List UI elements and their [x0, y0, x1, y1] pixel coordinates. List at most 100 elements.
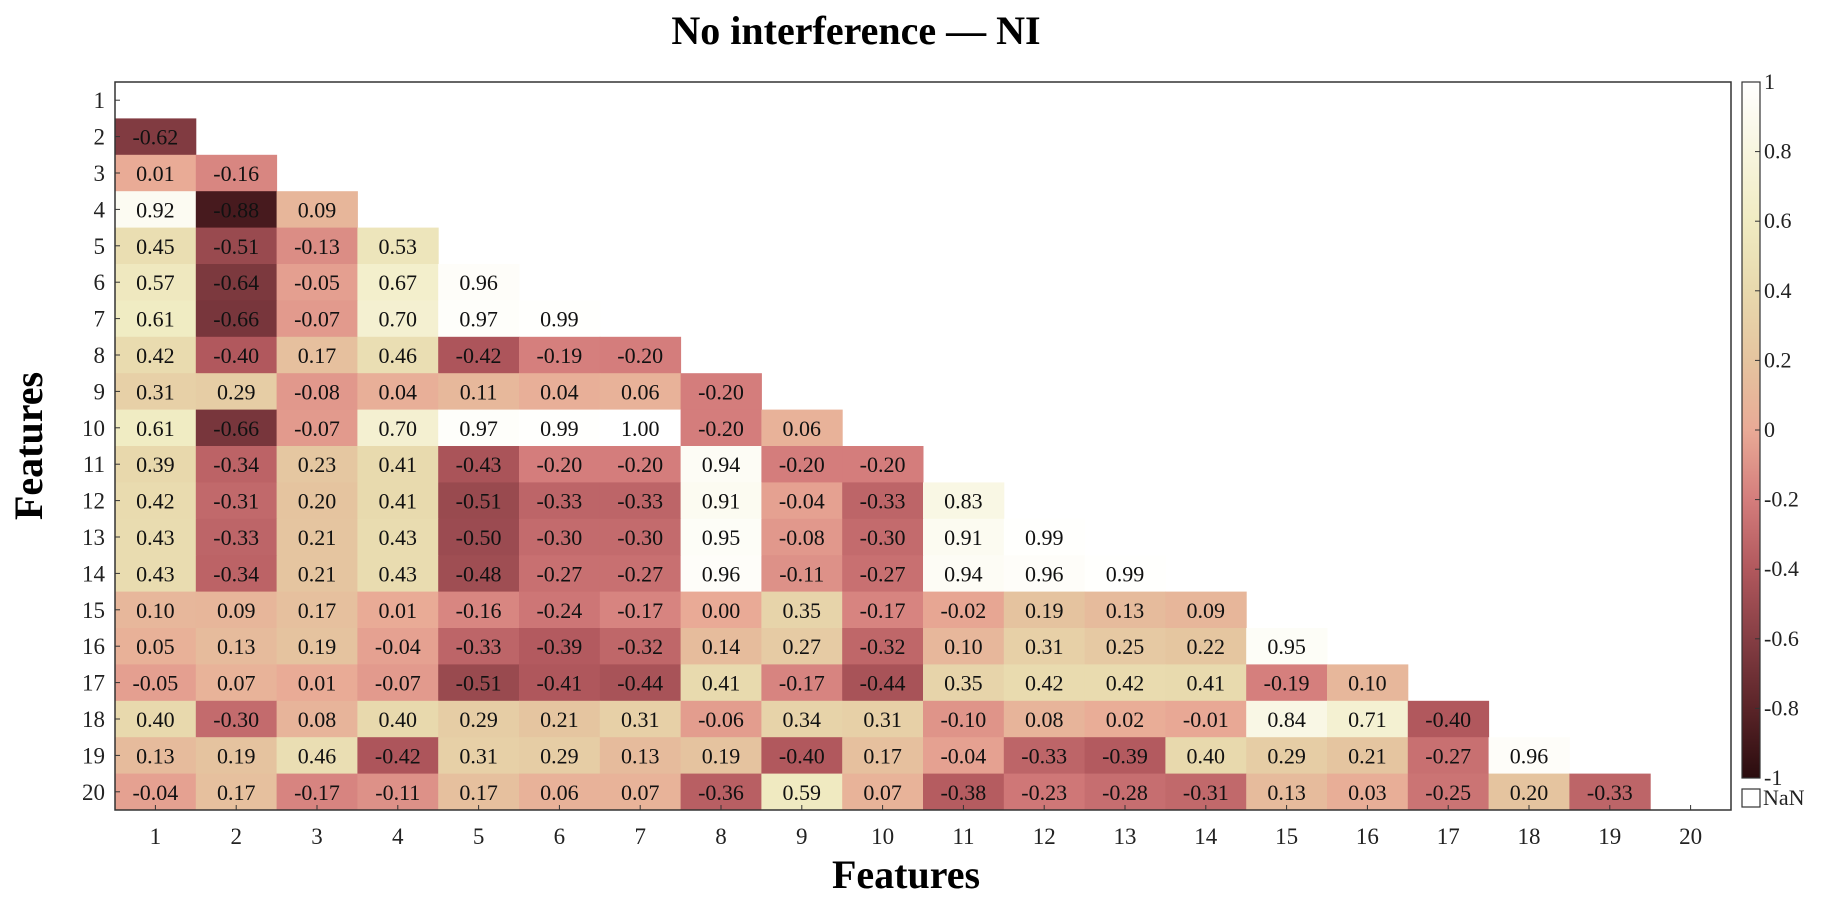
heatmap-cell-r13-c8: [680, 518, 762, 556]
heatmap-cell-r16-c5: [438, 628, 520, 665]
heatmap-cell-r7-c3: [276, 300, 358, 338]
heatmap-value-r20-c19: -0.33: [1587, 780, 1633, 805]
heatmap-value-r20-c18: 0.20: [1510, 780, 1549, 805]
heatmap-cell-r16-c8: [680, 628, 762, 665]
heatmap-cell-r20-c7: [599, 773, 682, 811]
heatmap-cell-r6-c4: [357, 264, 439, 301]
colorbar-ticks: 1 0.8 0.6 0.4 0.2 0 -0.2 -0.4 -0.6 -0.8 -1: [1755, 69, 1799, 790]
heatmap-value-r4-c1: 0.92: [136, 197, 175, 222]
heatmap-value-r11-c9: -0.20: [779, 452, 825, 477]
colorbar-tick-label: -0.4: [1764, 556, 1799, 581]
heatmap-cell-r19-c5: [438, 737, 520, 775]
heatmap-value-r15-c3: 0.17: [298, 598, 337, 623]
heatmap-cell-r20-c11: [923, 773, 1005, 811]
heatmap-value-r13-c6: -0.30: [536, 525, 582, 550]
y-tick-label: 2: [94, 125, 106, 150]
y-tick-label: 6: [94, 270, 106, 295]
heatmap-value-r18-c3: 0.08: [298, 707, 337, 732]
heatmap-value-r9-c7: 0.06: [621, 379, 660, 404]
heatmap-cell-r15-c7: [599, 591, 682, 629]
heatmap-cell-r19-c16: [1327, 737, 1409, 775]
heatmap-cell-r18-c5: [438, 700, 520, 738]
heatmap-value-r11-c1: 0.39: [136, 452, 175, 477]
heatmap-value-r20-c8: -0.36: [698, 780, 744, 805]
heatmap-value-r16-c3: 0.19: [298, 634, 337, 659]
heatmap-value-r15-c11: -0.02: [940, 598, 986, 623]
heatmap-cell-r17-c7: [599, 664, 682, 702]
heatmap-cell-r18-c3: [276, 700, 358, 738]
colorbar-tick-label: -1: [1764, 765, 1782, 790]
heatmap-value-r10-c1: 0.61: [136, 416, 175, 441]
heatmap-value-r12-c2: -0.31: [213, 489, 259, 514]
x-tick-label: 19: [1598, 824, 1621, 849]
heatmap-value-r19-c2: 0.19: [217, 743, 256, 768]
heatmap-value-r9-c4: 0.04: [379, 379, 418, 404]
heatmap-value-r13-c2: -0.33: [213, 525, 259, 550]
heatmap-value-r20-c17: -0.25: [1425, 780, 1471, 805]
heatmap-cell-r11-c8: [680, 446, 762, 483]
heatmap-value-r16-c1: 0.05: [136, 634, 175, 659]
heatmap-cell-r15-c14: [1165, 591, 1247, 629]
heatmap-cell-r15-c8: [680, 591, 762, 629]
colorbar-tick-label: 1: [1764, 69, 1775, 94]
heatmap-cell-r14-c5: [438, 555, 520, 593]
heatmap-value-r15-c2: 0.09: [217, 598, 256, 623]
x-tick-label: 16: [1356, 824, 1379, 849]
heatmap-cell-r13-c10: [842, 518, 924, 556]
heatmap-value-r18-c5: 0.29: [459, 707, 498, 732]
heatmap-cell-r20-c19: [1569, 773, 1651, 811]
heatmap-value-r3-c2: -0.16: [213, 161, 259, 186]
heatmap-cell-r16-c2: [195, 628, 278, 665]
heatmap-value-r15-c1: 0.10: [136, 598, 175, 623]
heatmap-value-r13-c3: 0.21: [298, 525, 337, 550]
heatmap-value-r7-c3: -0.07: [294, 307, 340, 332]
heatmap-cell-r19-c17: [1407, 737, 1490, 775]
heatmap-cell-r18-c1: [115, 700, 197, 738]
heatmap-cell-r20-c3: [276, 773, 358, 811]
x-tick-label: 7: [634, 824, 646, 849]
heatmap-cell-r9-c8: [680, 373, 762, 411]
heatmap-value-r17-c1: -0.05: [132, 671, 178, 696]
heatmap-value-r15-c5: -0.16: [456, 598, 502, 623]
heatmap-value-r19-c3: 0.46: [298, 743, 337, 768]
heatmap-value-r14-c1: 0.43: [136, 561, 175, 586]
y-tick-label: 3: [94, 161, 106, 186]
heatmap-cell-r10-c8: [680, 409, 762, 447]
heatmap-value-r14-c6: -0.27: [536, 561, 582, 586]
heatmap-value-r8-c1: 0.42: [136, 343, 175, 368]
heatmap-cell-r20-c6: [519, 773, 601, 811]
heatmap-value-r12-c1: 0.42: [136, 489, 175, 514]
heatmap-cell-r18-c8: [680, 700, 762, 738]
heatmap-cell-r12-c2: [195, 482, 278, 520]
heatmap-cell-r12-c8: [680, 482, 762, 520]
heatmap-cell-r13-c1: [115, 518, 197, 556]
y-tick-label: 11: [83, 452, 105, 477]
heatmap-cell-r14-c9: [761, 555, 843, 593]
heatmap-value-r19-c18: 0.96: [1510, 743, 1549, 768]
heatmap-cell-r9-c1: [115, 373, 197, 411]
y-tick-label: 13: [82, 525, 105, 550]
heatmap-value-r6-c5: 0.96: [459, 270, 498, 295]
heatmap-value-r14-c12: 0.96: [1025, 561, 1064, 586]
heatmap-cell-r8-c6: [519, 336, 601, 374]
heatmap-cell-r16-c4: [357, 628, 439, 665]
x-tick-label: 8: [715, 824, 727, 849]
heatmap-cell-r20-c1: [115, 773, 197, 811]
heatmap-cell-r15-c9: [761, 591, 843, 629]
heatmap-value-r8-c3: 0.17: [298, 343, 337, 368]
heatmap-value-r17-c13: 0.42: [1106, 671, 1145, 696]
x-tick-label: 1: [150, 824, 162, 849]
heatmap-value-r11-c7: -0.20: [617, 452, 663, 477]
heatmap-cell-r16-c9: [761, 628, 843, 665]
heatmap-cell-r12-c5: [438, 482, 520, 520]
heatmap-cell-r16-c15: [1246, 628, 1328, 665]
heatmap-cell-r11-c5: [438, 446, 520, 483]
heatmap-cell-r11-c4: [357, 446, 439, 483]
heatmap-cell-r8-c5: [438, 336, 520, 374]
heatmap-value-r16-c5: -0.33: [456, 634, 502, 659]
heatmap-value-r20-c15: 0.13: [1267, 780, 1306, 805]
heatmap-cell-r17-c5: [438, 664, 520, 702]
heatmap-cell-r19-c6: [519, 737, 601, 775]
heatmap-value-r6-c1: 0.57: [136, 270, 175, 295]
heatmap-value-r7-c6: 0.99: [540, 307, 579, 332]
